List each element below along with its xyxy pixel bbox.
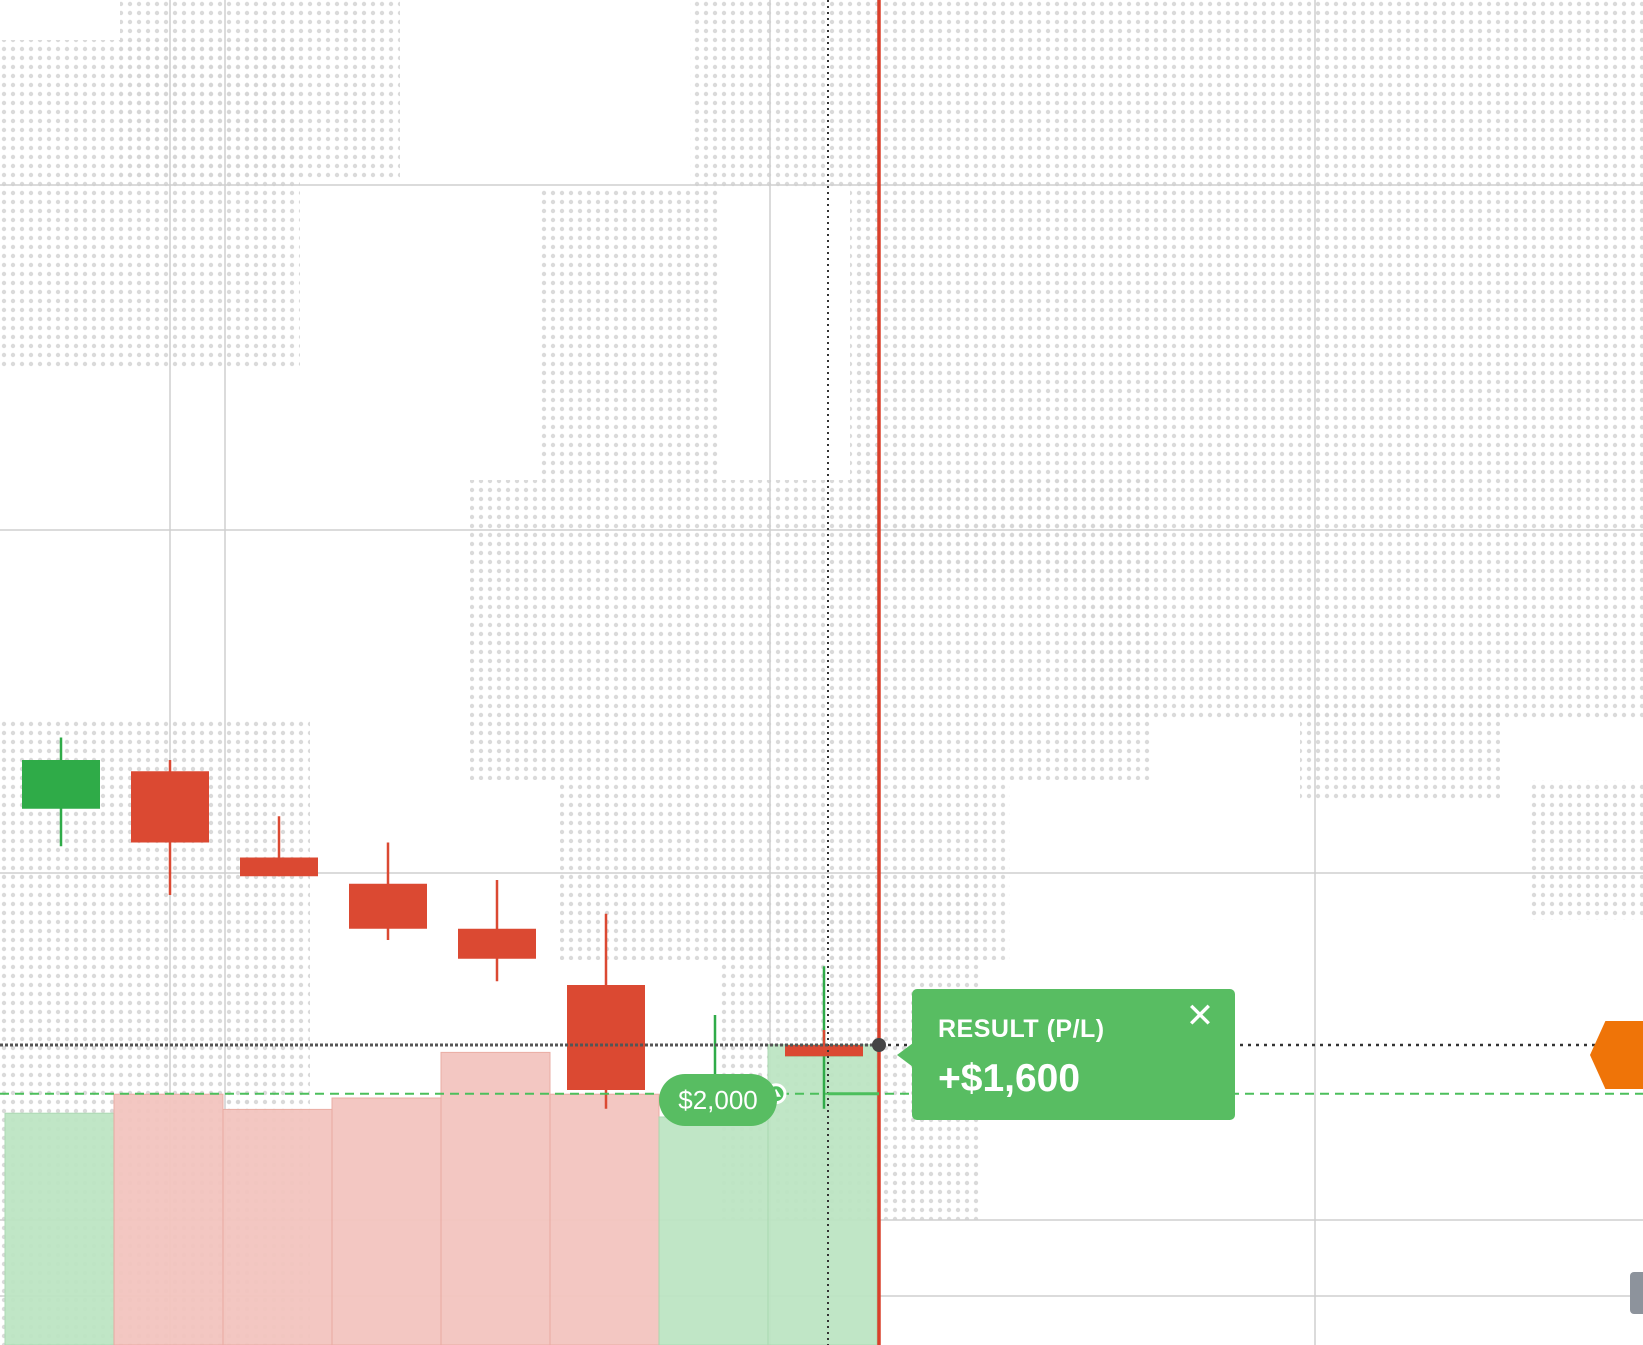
candles	[22, 737, 863, 1120]
map-region-11	[1300, 700, 1500, 800]
volume-bar	[113, 1093, 224, 1345]
volume-bar	[222, 1108, 333, 1345]
volume-bar	[4, 1112, 115, 1345]
candle-body	[22, 760, 100, 809]
result-label: RESULT (P/L)	[938, 1015, 1105, 1043]
map-region-8	[690, 0, 1643, 190]
volume-bar	[331, 1097, 442, 1345]
map-region-1	[120, 0, 400, 180]
close-icon[interactable]: ✕	[1185, 997, 1215, 1035]
candle-body	[240, 857, 318, 877]
map-region-10	[1080, 580, 1643, 720]
scroll-handle[interactable]	[1630, 1272, 1643, 1314]
candle-body	[458, 928, 536, 959]
current-price-dot	[872, 1038, 886, 1052]
map-region-12	[1530, 780, 1643, 920]
candle-body	[785, 1045, 863, 1057]
result-value: +$1,600	[938, 1057, 1081, 1100]
investment-amount: $2,000	[678, 1085, 758, 1115]
investment-amount-bubble[interactable]: $2,000	[659, 1074, 777, 1126]
volume-bar	[549, 1093, 660, 1345]
candle-body	[131, 771, 209, 843]
candle-body	[567, 985, 645, 1090]
map-region-9	[850, 190, 1643, 580]
result-pl-box: RESULT (P/L) +$1,600 ✕	[912, 989, 1235, 1120]
map-region-4	[540, 190, 720, 480]
result-box-pointer	[897, 1043, 913, 1067]
volume-bar	[658, 1116, 769, 1345]
volume-bar	[440, 1051, 551, 1345]
candle-body	[349, 883, 427, 929]
